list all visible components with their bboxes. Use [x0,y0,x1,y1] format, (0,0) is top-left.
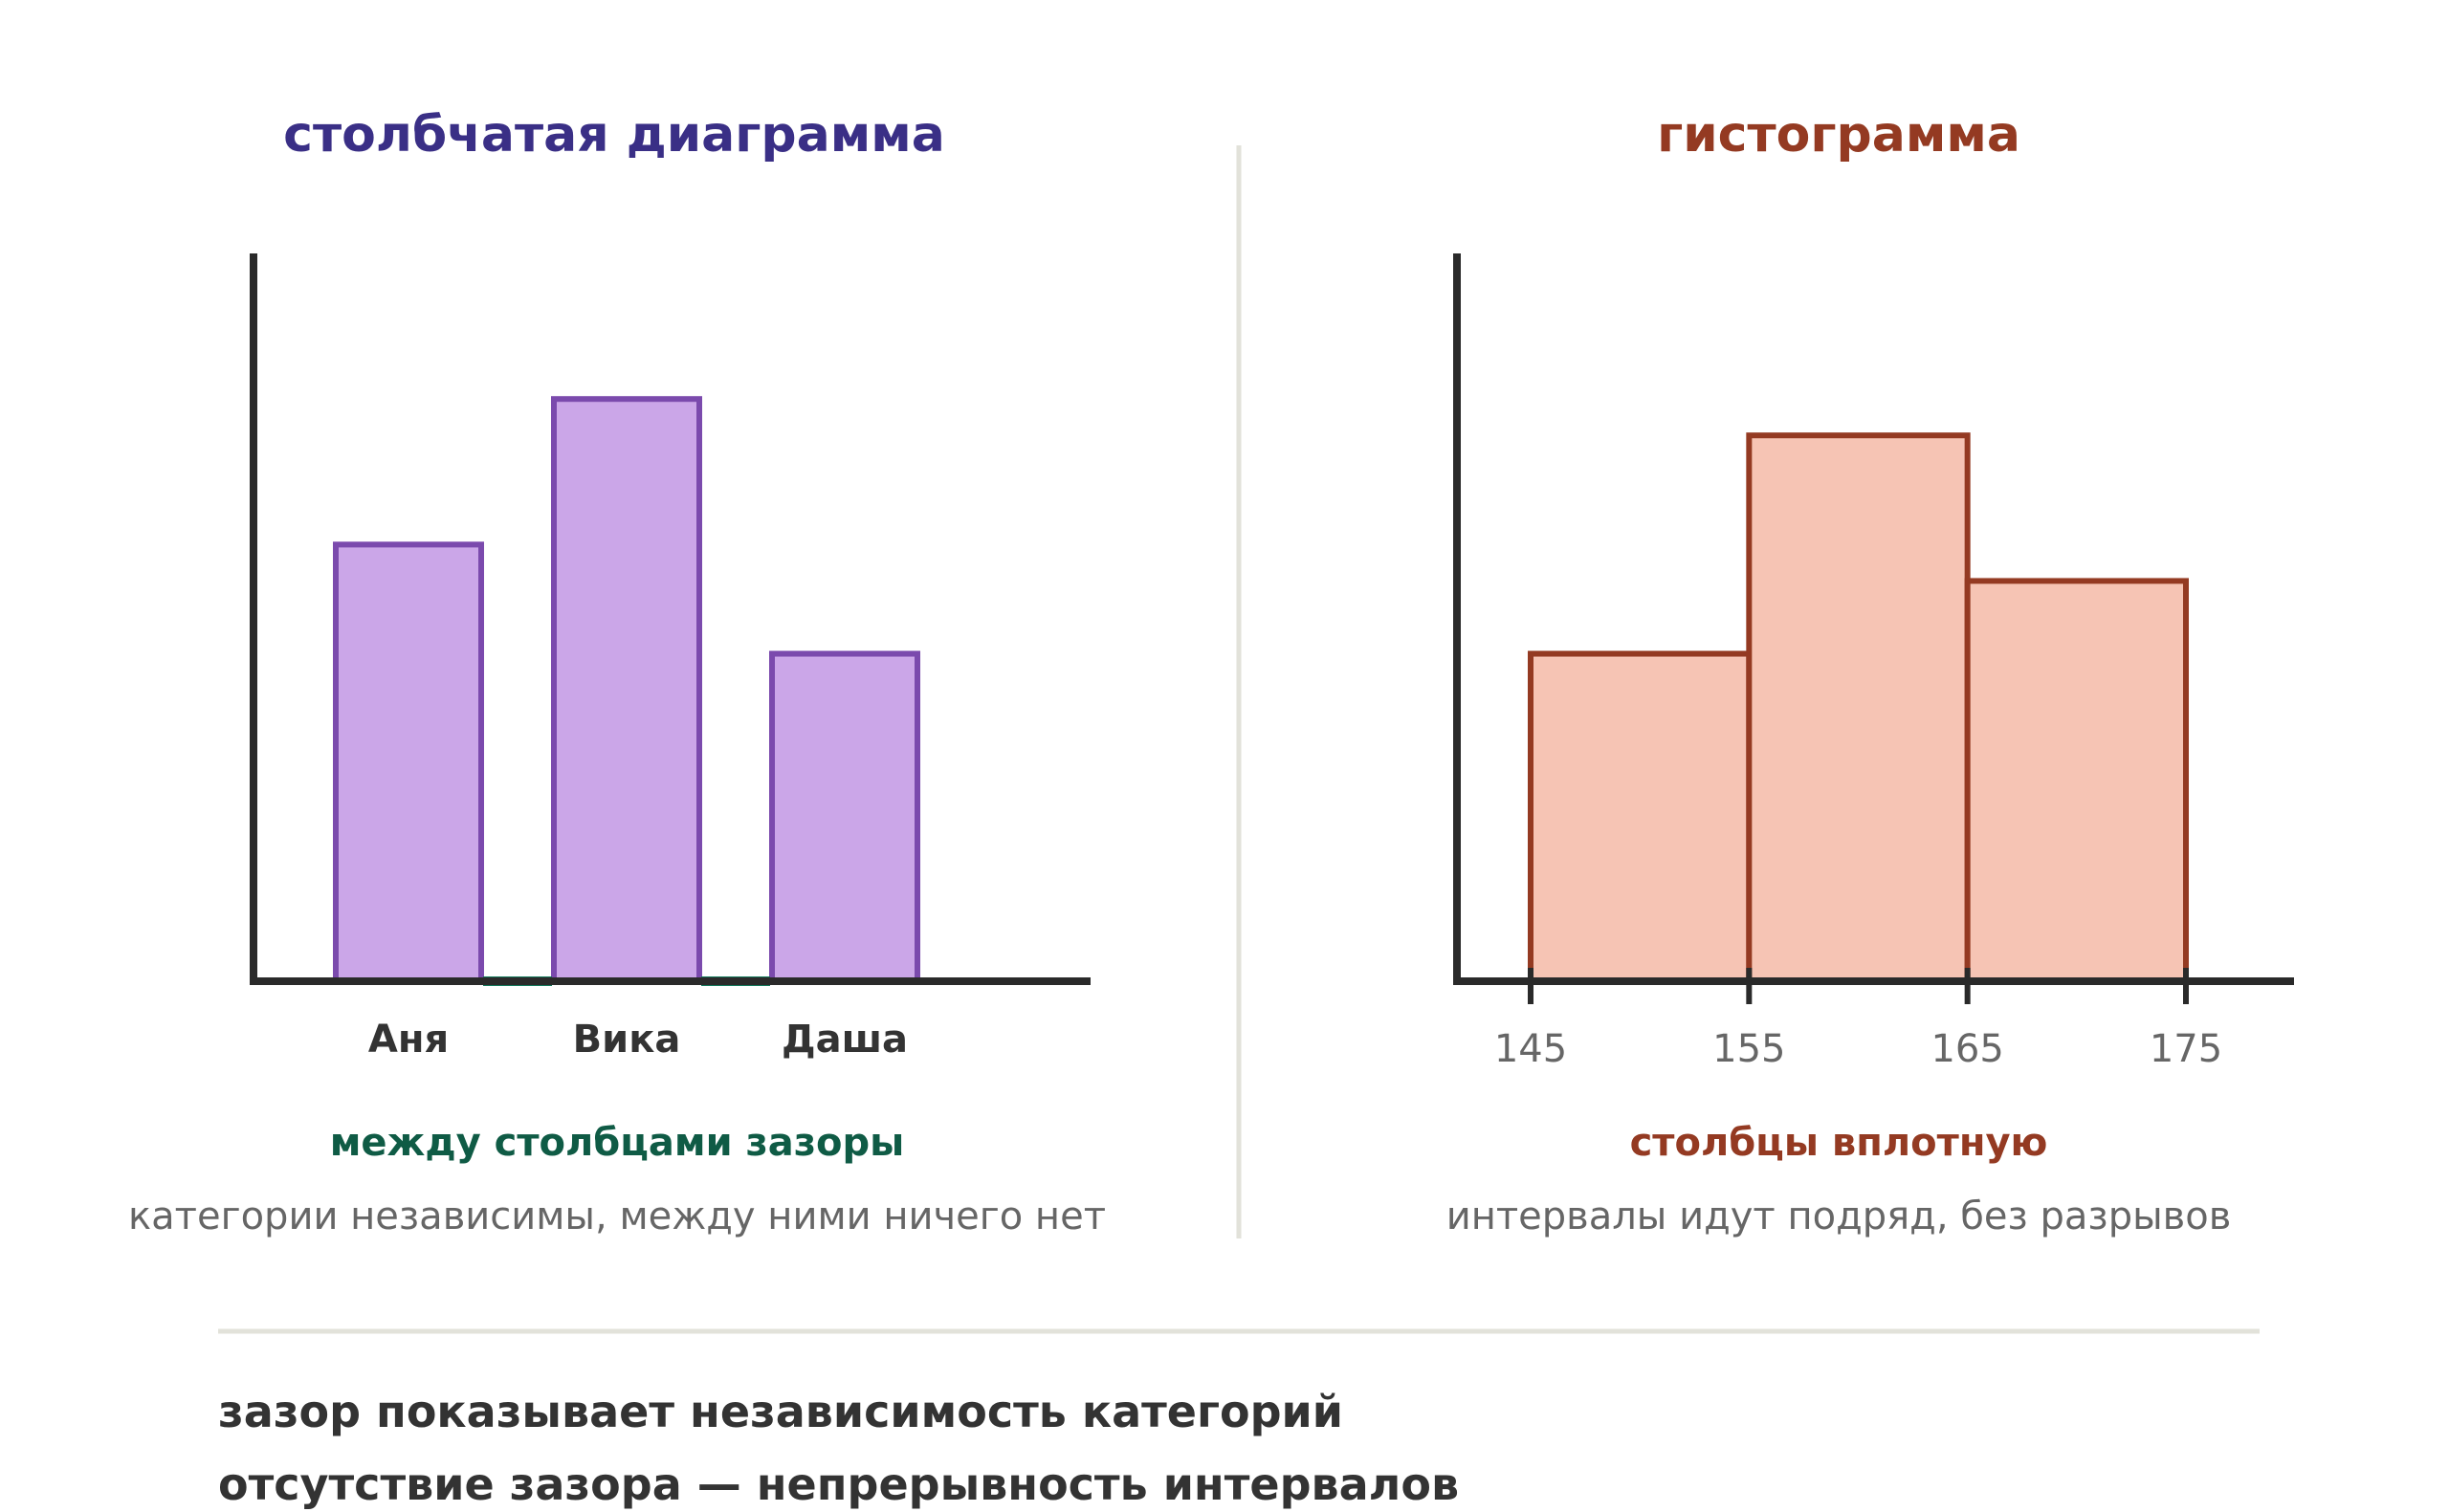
histogram-caption: столбцы вплотную [1630,1121,2048,1165]
bar-category-label: Вика [573,1018,681,1062]
histogram-marks: 145 155 165 175 [1494,432,2222,1071]
histogram-tick-label: 165 [1931,1027,2003,1071]
histogram-tick-label: 175 [2150,1027,2222,1071]
histogram-panel: гистограмма 145 155 165 175 столбцы вплотну… [1446,106,2294,1238]
histogram-bin-2 [1746,432,1971,984]
bar-chart-subcaption: категории независимы, между ними ничего … [128,1194,1106,1238]
bar-category-label: Аня [368,1018,449,1062]
takeaway-line-2: отсутствие зазора — непрерывность интерв… [218,1458,1459,1510]
histogram-bin-1 [1528,650,1753,984]
bar-chart-title: столбчатая диаграмма [283,106,945,164]
bar-chart-panel: столбчатая диаграмма Аня Вика Даша между с… [128,106,1106,1238]
bar-chart-marks: Аня Вика Даша [333,396,920,1062]
bar-category-label: Даша [782,1018,908,1062]
histogram-subcaption: интервалы идут подряд, без разрывов [1446,1194,2232,1238]
takeaway-line-1: зазор показывает независимость категорий [218,1386,1343,1437]
bar-3 [769,650,920,984]
histogram-bin-3 [1964,578,2190,984]
histogram-tick-label: 145 [1494,1027,1567,1071]
bar-1 [333,541,484,985]
bar-2 [551,396,702,984]
bar-chart-caption: между столбцами зазоры [330,1121,905,1165]
histogram-tick-label: 155 [1712,1027,1785,1071]
histogram-title: гистограмма [1657,106,2020,164]
